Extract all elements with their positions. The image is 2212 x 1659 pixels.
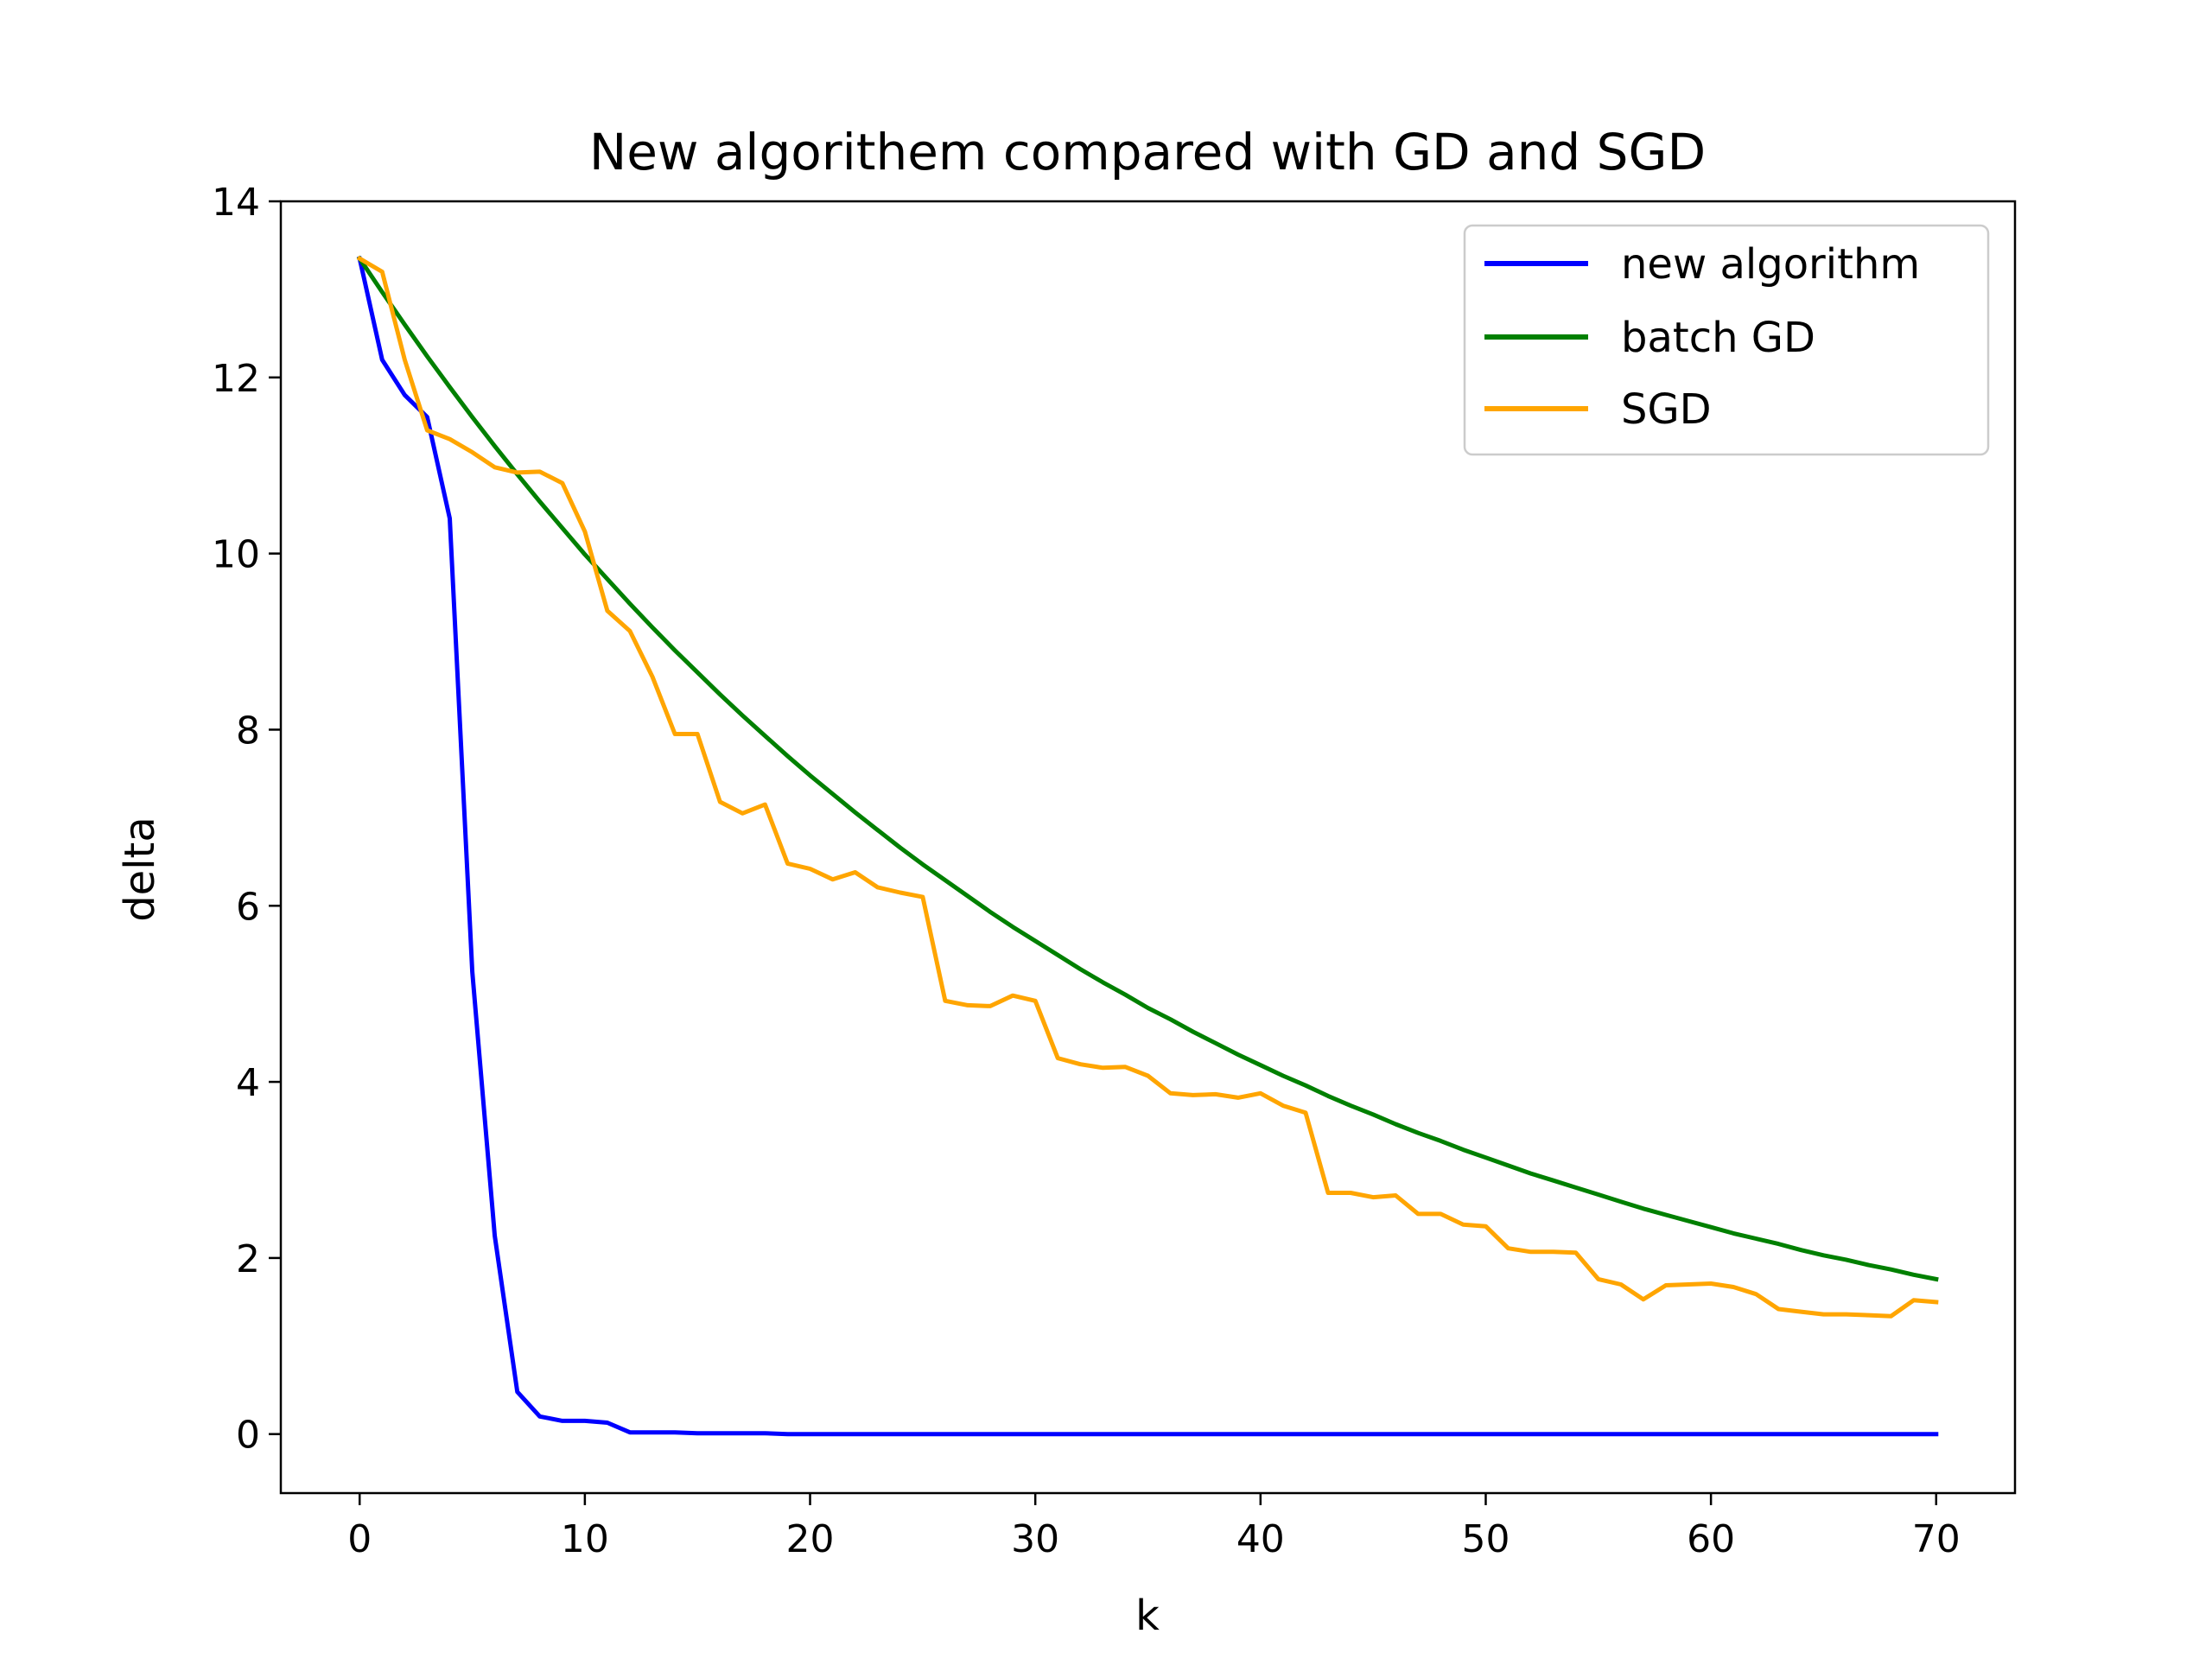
series-layer	[356, 255, 1939, 1437]
chart-title: New algorithem compared with GD and SGD	[589, 123, 1706, 181]
x-axis-ticks: 0 10 20 30 40 50 60 70	[347, 1493, 1961, 1561]
legend-box	[1463, 224, 1990, 456]
series-line-sgd	[356, 255, 1939, 1319]
legend-label-new-algorithm: new algorithm	[1621, 240, 1920, 289]
x-tick-label: 10	[561, 1517, 609, 1561]
x-tick-label: 20	[786, 1517, 835, 1561]
x-tick-label: 60	[1687, 1517, 1735, 1561]
x-tick-label: 30	[1011, 1517, 1059, 1561]
y-tick-label: 2	[236, 1237, 260, 1281]
x-tick-label: 70	[1912, 1517, 1961, 1561]
x-axis-label: k	[1135, 1592, 1160, 1640]
series-line-new-algorithm	[357, 256, 1939, 1437]
x-tick-label: 40	[1236, 1517, 1285, 1561]
x-tick-label: 50	[1461, 1517, 1510, 1561]
y-tick-label: 6	[236, 885, 260, 929]
series-line-batch-gd	[356, 255, 1939, 1282]
legend: new algorithm batch GD SGD	[1463, 224, 1990, 456]
legend-label-sgd: SGD	[1621, 385, 1712, 434]
y-axis-label: delta	[116, 817, 164, 922]
y-tick-label: 4	[236, 1061, 260, 1105]
legend-label-batch-gd: batch GD	[1621, 314, 1815, 362]
y-axis-ticks: 0 2 4 6 8 10 12 14	[212, 181, 281, 1458]
y-tick-label: 8	[236, 709, 260, 753]
y-tick-label: 12	[212, 357, 260, 401]
x-tick-label: 0	[347, 1517, 372, 1561]
axes-frame	[279, 200, 2017, 1495]
y-tick-label: 14	[212, 181, 260, 225]
y-tick-label: 10	[212, 533, 260, 577]
y-tick-label: 0	[236, 1414, 260, 1458]
